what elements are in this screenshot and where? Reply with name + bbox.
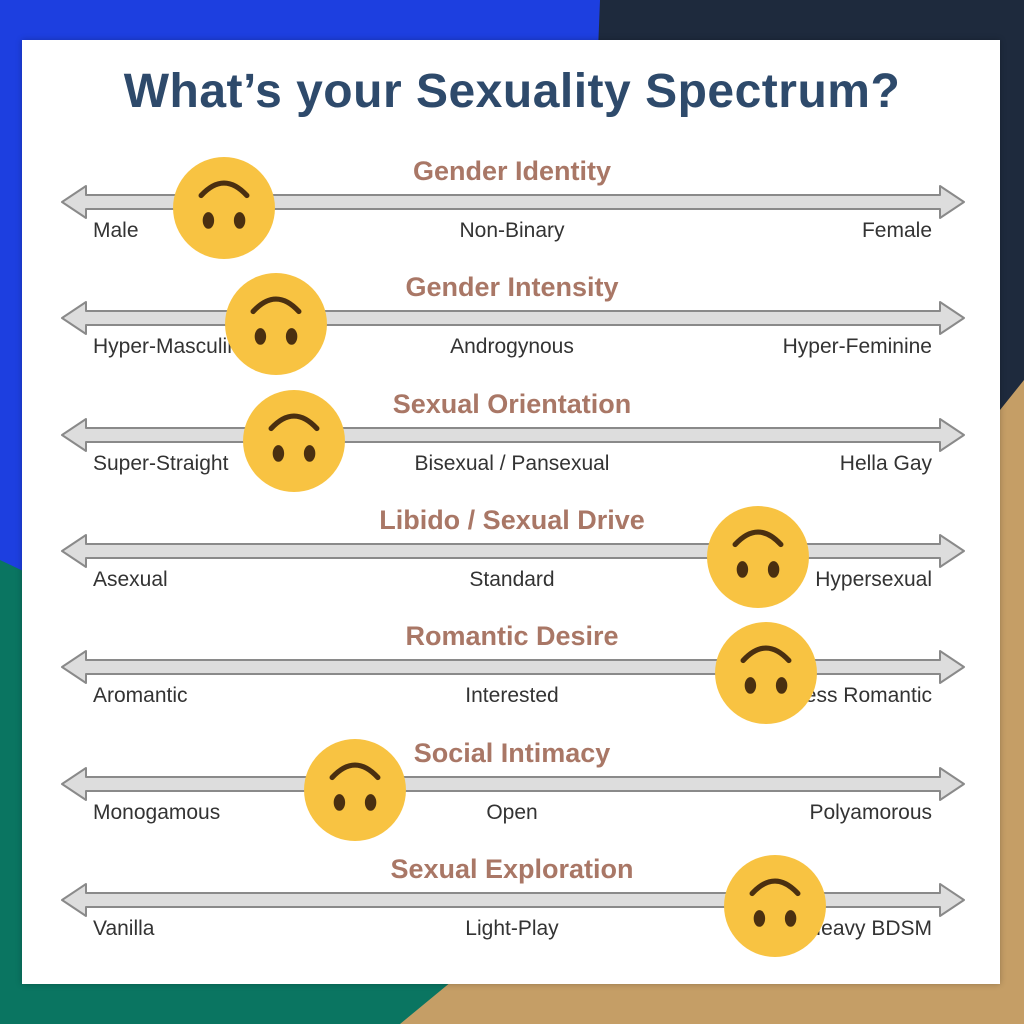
spectrum-right-label: Hypersexual [815, 567, 932, 591]
spectrum-middle-label: Standard [469, 567, 555, 591]
spectrum-left-label: Monogamous [93, 800, 221, 824]
upside-down-face-icon [715, 622, 818, 725]
double-arrow-icon [61, 882, 965, 917]
spectrum-right-label: Female [861, 219, 932, 242]
spectrum-left-label: Asexual [93, 567, 168, 591]
double-arrow-icon [61, 533, 965, 568]
upside-down-face-icon [242, 389, 345, 492]
upside-down-face-icon [172, 157, 275, 259]
spectrum-row: Social Intimacy Monogamous Open Polyamor… [0, 738, 1024, 848]
spectrum-title: Sexual Orientation [392, 388, 632, 419]
upside-down-face-icon [706, 505, 809, 608]
spectrum-middle-label: Interested [465, 684, 559, 708]
spectrum-left-label: Super-Straight [93, 451, 229, 475]
spectrum-row: Sexual Orientation Super-Straight Bisexu… [0, 389, 1024, 499]
spectrum-left-label: Vanilla [93, 916, 155, 940]
spectrum-middle-label: Light-Play [465, 916, 559, 940]
spectrum-right-label: Hyper-Feminine [782, 335, 932, 359]
spectrum-middle-label: Bisexual / Pansexual [414, 451, 610, 475]
spectrum-left-label: Male [93, 219, 139, 242]
upside-down-face-icon [724, 854, 826, 957]
spectrum-right-label: Polyamorous [809, 800, 932, 824]
spectrum-title: Libido / Sexual Drive [379, 504, 645, 535]
spectrum-middle-label: Open [486, 800, 538, 824]
double-arrow-icon [61, 185, 965, 219]
spectrum-middle-label: Androgynous [450, 335, 574, 359]
upside-down-face-icon [225, 273, 328, 376]
upside-down-face-icon [304, 738, 406, 841]
spectrum-row: Sexual Exploration Vanilla Light-Play He… [0, 854, 1024, 964]
double-arrow-icon [61, 301, 965, 336]
spectrum-title: Social Intimacy [413, 737, 611, 768]
spectrum-title: Sexual Exploration [390, 853, 634, 884]
spectrum-right-label: Hella Gay [839, 451, 932, 475]
spectrum-title: Gender Identity [412, 156, 612, 186]
double-arrow-icon [61, 417, 965, 452]
spectrum-title: Gender Intensity [405, 272, 619, 303]
spectrum-left-label: Aromantic [93, 684, 188, 708]
spectrum-right-label: Heavy BDSM [805, 916, 932, 940]
double-arrow-icon [61, 766, 965, 801]
spectrum-title: Romantic Desire [405, 621, 619, 652]
spectrum-row: Romantic Desire Aromantic Interested Hop… [0, 621, 1024, 731]
page-title: What’s your Sexuality Spectrum? [123, 65, 901, 118]
double-arrow-icon [61, 650, 965, 685]
spectrum-row: Gender Identity Male Non-Binary Female [0, 156, 1024, 266]
spectrum-row: Libido / Sexual Drive Asexual Standard H… [0, 505, 1024, 615]
spectrum-row: Gender Intensity Hyper-Masculine Androgy… [0, 272, 1024, 382]
spectrum-middle-label: Non-Binary [459, 219, 565, 242]
spectrum-left-label: Hyper-Masculine [93, 335, 251, 359]
